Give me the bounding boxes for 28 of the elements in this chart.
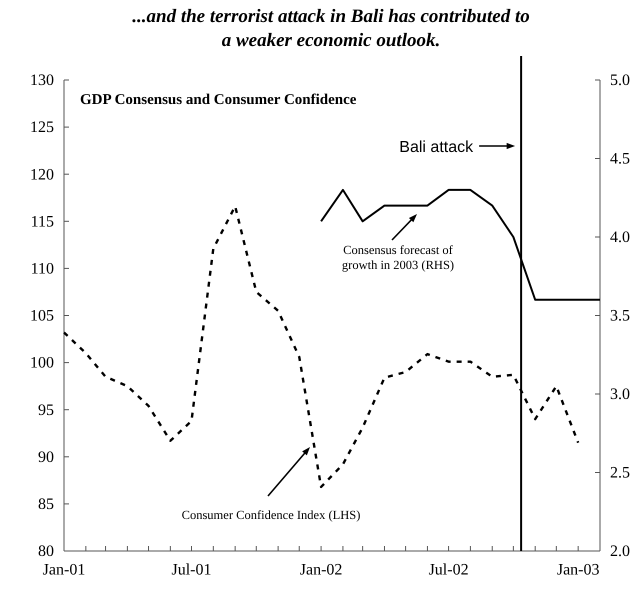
- y-tick-label: 80: [38, 543, 54, 560]
- y2-tick-label: 3.0: [610, 386, 630, 404]
- text: Consumer Confidence Index (LHS): [182, 508, 360, 522]
- text: Consensus forecast of growth in 2003 (RHS): [342, 243, 454, 272]
- y-tick-label: 125: [30, 119, 54, 136]
- x-tick-label: Jan-01: [42, 561, 86, 578]
- x-tick-label: Jul-01: [171, 561, 212, 578]
- y2-tick-label: 2.0: [610, 543, 630, 560]
- y2-tick-label: 4.0: [610, 229, 630, 246]
- y-tick-label: 85: [38, 496, 54, 514]
- y2-tick-label: 3.5: [610, 308, 630, 325]
- y-tick-label: 115: [30, 213, 54, 230]
- chart-title: ...and the terrorist attack in Bali has contributed to a weaker economic outlook.: [132, 6, 530, 51]
- y-tick-label: 110: [30, 260, 54, 278]
- y-tick-label: 105: [30, 308, 54, 325]
- y-tick-label: 100: [30, 354, 54, 372]
- text: GDP Consensus and Consumer Confidence: [80, 92, 357, 108]
- y2-tick-label: 2.5: [610, 464, 630, 482]
- y2-tick-label: 4.5: [610, 150, 630, 168]
- y-tick-label: 90: [38, 448, 54, 466]
- y-tick-label: 95: [38, 402, 54, 419]
- x-tick-label: Jul-02: [428, 561, 469, 578]
- y-tick-label: 120: [30, 166, 54, 184]
- ref-line-label: Bali attack: [399, 139, 474, 156]
- x-tick-label: Jan-03: [556, 561, 600, 578]
- x-tick-label: Jan-02: [300, 561, 342, 578]
- y-tick-label: 130: [30, 72, 54, 90]
- y2-tick-label: 5.0: [610, 72, 630, 90]
